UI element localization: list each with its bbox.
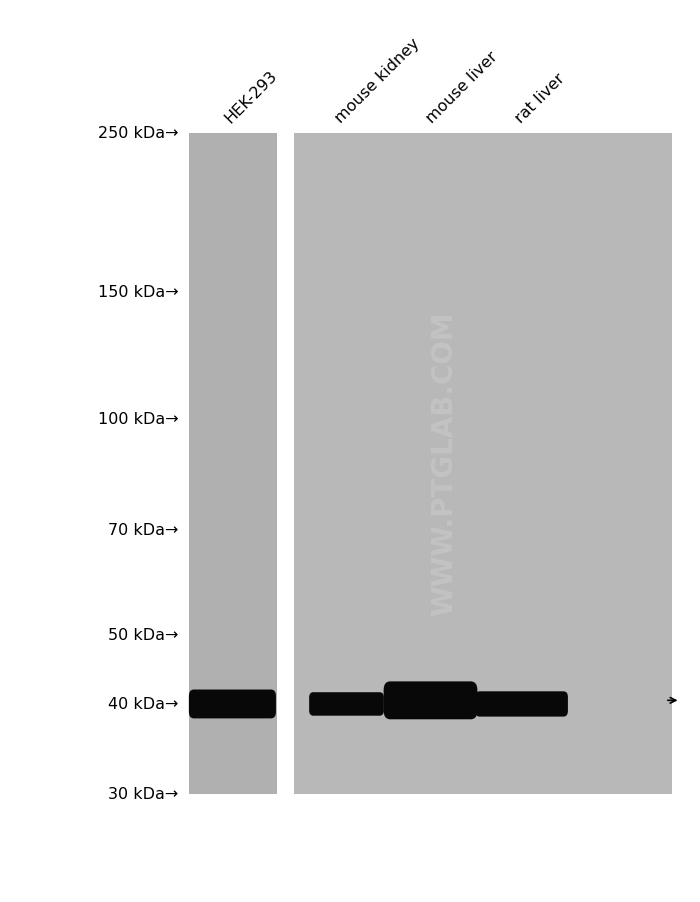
FancyBboxPatch shape — [309, 693, 384, 716]
Text: 70 kDa→: 70 kDa→ — [108, 522, 178, 538]
Text: WWW.PTGLAB.COM: WWW.PTGLAB.COM — [430, 311, 458, 616]
Text: mouse liver: mouse liver — [424, 50, 500, 126]
Text: mouse kidney: mouse kidney — [332, 36, 423, 126]
Bar — [294, 133, 672, 794]
FancyBboxPatch shape — [384, 682, 477, 720]
Text: 40 kDa→: 40 kDa→ — [108, 696, 178, 712]
Text: HEK-293: HEK-293 — [222, 69, 280, 126]
Text: 30 kDa→: 30 kDa→ — [108, 787, 178, 801]
FancyBboxPatch shape — [189, 690, 276, 719]
Text: 50 kDa→: 50 kDa→ — [108, 627, 178, 642]
Bar — [189, 133, 276, 794]
Text: 100 kDa→: 100 kDa→ — [98, 411, 178, 427]
Text: 150 kDa→: 150 kDa→ — [98, 285, 178, 300]
Text: 250 kDa→: 250 kDa→ — [98, 126, 178, 141]
Text: rat liver: rat liver — [513, 71, 568, 126]
FancyBboxPatch shape — [475, 692, 568, 717]
